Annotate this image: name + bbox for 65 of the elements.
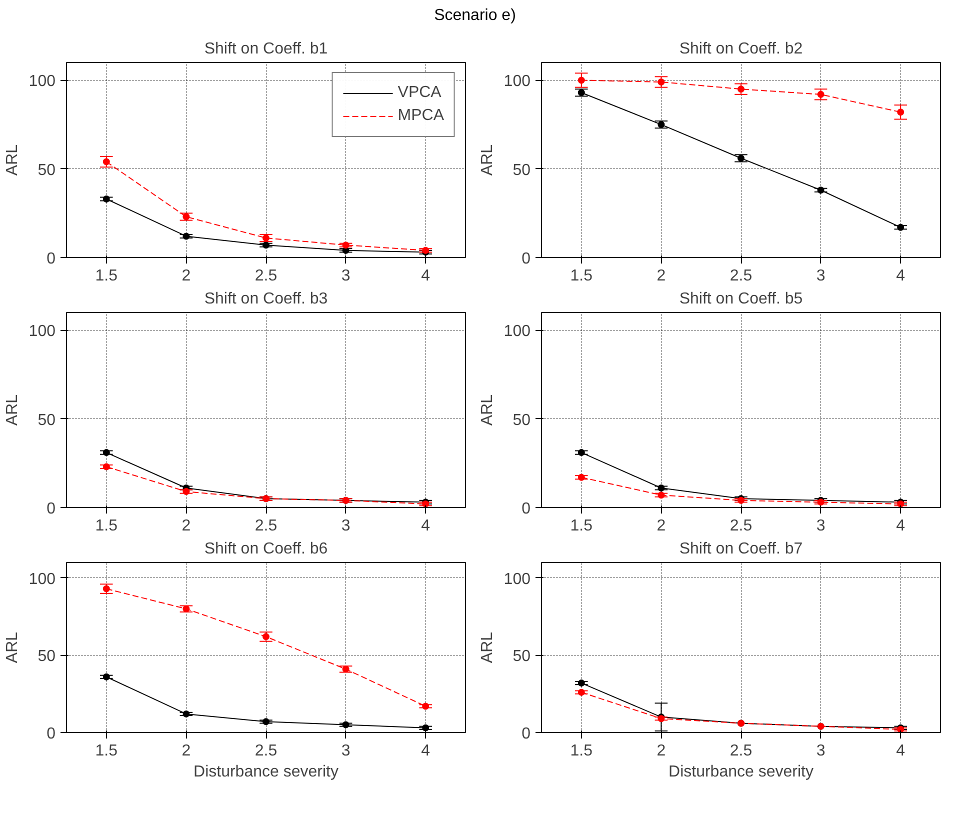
- x-tick-label: 3: [816, 742, 826, 760]
- y-axis-title: ARL: [478, 632, 496, 663]
- x-tick-label: 2: [182, 517, 191, 534]
- legend-label: VPCA: [398, 84, 442, 102]
- y-tick-label: 50: [512, 162, 531, 179]
- x-tick-label: 2: [182, 742, 191, 760]
- x-axis-title: Disturbance severity: [668, 763, 814, 780]
- x-axis-title: Disturbance severity: [194, 763, 338, 780]
- y-tick-label: 100: [504, 570, 531, 588]
- x-tick-label: 2: [182, 267, 191, 284]
- x-tick-label: 3: [341, 742, 350, 760]
- y-tick-label: 100: [28, 323, 56, 340]
- x-tick-label: 1.5: [570, 517, 593, 534]
- text: Scenario e): [434, 6, 516, 26]
- x-tick-label: 3: [816, 267, 826, 284]
- x-tick-label: 4: [896, 267, 906, 284]
- y-tick-label: 0: [522, 250, 531, 268]
- y-tick-label: 100: [28, 570, 56, 588]
- x-tick-label: 2.5: [730, 267, 752, 284]
- x-tick-label: 2.5: [254, 517, 278, 534]
- x-tick-label: 2: [656, 517, 666, 534]
- x-tick-label: 1.5: [95, 267, 118, 284]
- x-tick-label: 2: [656, 742, 666, 760]
- y-tick-label: 0: [46, 500, 56, 518]
- y-tick-label: 50: [38, 412, 56, 429]
- y-tick-label: 50: [38, 648, 56, 666]
- x-tick-label: 3: [341, 517, 350, 534]
- x-tick-label: 1.5: [570, 742, 593, 760]
- x-tick-label: 2: [656, 267, 666, 284]
- chart-title: Shift on Coeff. b7: [679, 540, 803, 558]
- y-tick-label: 0: [522, 500, 531, 518]
- y-axis-title: ARL: [4, 144, 21, 176]
- x-tick-label: 3: [341, 267, 350, 284]
- x-tick-label: 1.5: [95, 742, 118, 760]
- x-tick-label: 2.5: [254, 742, 278, 760]
- x-tick-label: 4: [421, 517, 430, 534]
- y-axis-title: ARL: [4, 394, 21, 426]
- y-tick-label: 0: [522, 725, 531, 742]
- x-tick-label: 1.5: [570, 267, 593, 284]
- y-tick-label: 50: [512, 648, 531, 666]
- y-tick-label: 100: [28, 73, 56, 90]
- y-tick-label: 100: [504, 73, 531, 90]
- x-tick-label: 4: [896, 517, 906, 534]
- x-tick-label: 1.5: [95, 517, 118, 534]
- x-tick-label: 4: [421, 267, 430, 284]
- chart-title: Shift on Coeff. b5: [679, 290, 803, 308]
- y-tick-label: 100: [504, 323, 531, 340]
- x-tick-label: 3: [816, 517, 826, 534]
- y-tick-label: 50: [38, 162, 56, 179]
- y-axis-title: ARL: [478, 394, 496, 426]
- y-tick-label: 50: [512, 412, 531, 429]
- chart-title: Shift on Coeff. b2: [679, 40, 803, 58]
- chart-title: Shift on Coeff. b1: [204, 40, 328, 58]
- x-tick-label: 4: [896, 742, 906, 760]
- x-tick-label: 2.5: [254, 267, 278, 284]
- y-axis-title: ARL: [4, 632, 21, 663]
- x-tick-label: 4: [421, 742, 430, 760]
- x-tick-label: 2.5: [730, 517, 752, 534]
- y-tick-label: 0: [46, 725, 56, 742]
- y-axis-title: ARL: [478, 144, 496, 176]
- y-tick-label: 0: [46, 250, 56, 268]
- chart-title: Shift on Coeff. b3: [204, 290, 328, 308]
- chart-title: Shift on Coeff. b6: [204, 540, 328, 558]
- legend-label: MPCA: [398, 106, 444, 125]
- x-tick-label: 2.5: [730, 742, 752, 760]
